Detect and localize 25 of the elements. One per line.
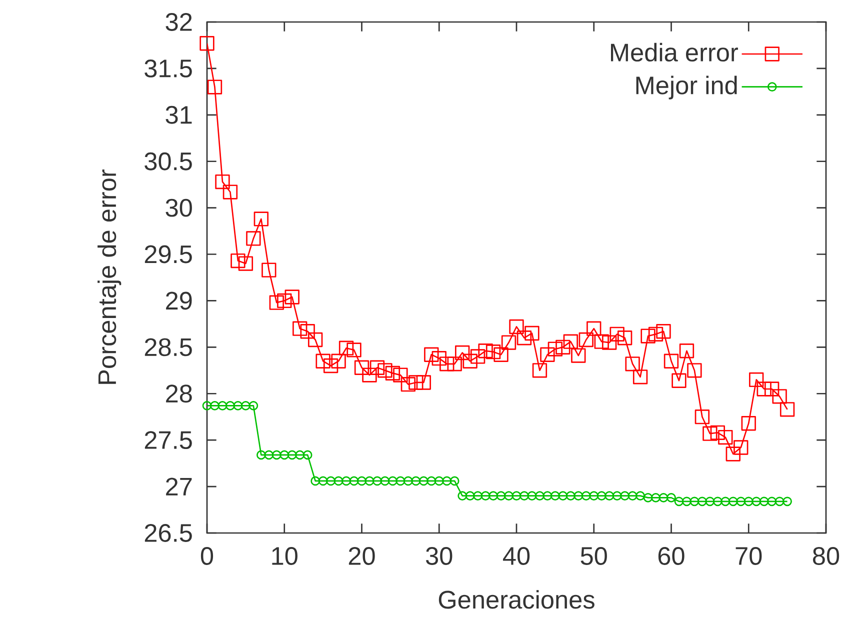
x-tick-label: 80 <box>813 547 840 565</box>
x-tick-label: 70 <box>736 547 762 565</box>
y-tick-label: 29 <box>166 292 192 310</box>
y-tick-label: 31 <box>166 106 192 124</box>
x-tick-label: 40 <box>502 547 530 565</box>
y-tick-label: 29.5 <box>144 245 192 264</box>
y-tick-label: 31.5 <box>144 59 192 78</box>
y-tick-label: 28.5 <box>144 338 192 356</box>
y-tick-label: 30 <box>166 198 192 217</box>
x-axis-title: Generaciones <box>438 590 594 609</box>
y-tick-label: 28 <box>166 384 192 403</box>
y-tick-label: 26.5 <box>144 524 192 542</box>
x-tick-label: 0 <box>200 547 214 565</box>
y-axis-title: Porcentaje de error <box>98 170 122 384</box>
y-tick-label: 30.5 <box>144 152 192 170</box>
x-tick-label: 10 <box>272 547 298 565</box>
legend-label: Media error <box>611 42 738 62</box>
y-tick-label: 27.5 <box>144 431 192 450</box>
x-tick-label: 50 <box>580 547 607 565</box>
legend-label: Mejor ind <box>636 76 737 100</box>
x-tick-label: 20 <box>348 547 375 565</box>
x-tick-label: 30 <box>426 547 452 565</box>
x-tick-label: 60 <box>658 547 684 565</box>
y-tick-label: 27 <box>166 478 192 496</box>
y-tick-label: 32 <box>166 13 192 31</box>
